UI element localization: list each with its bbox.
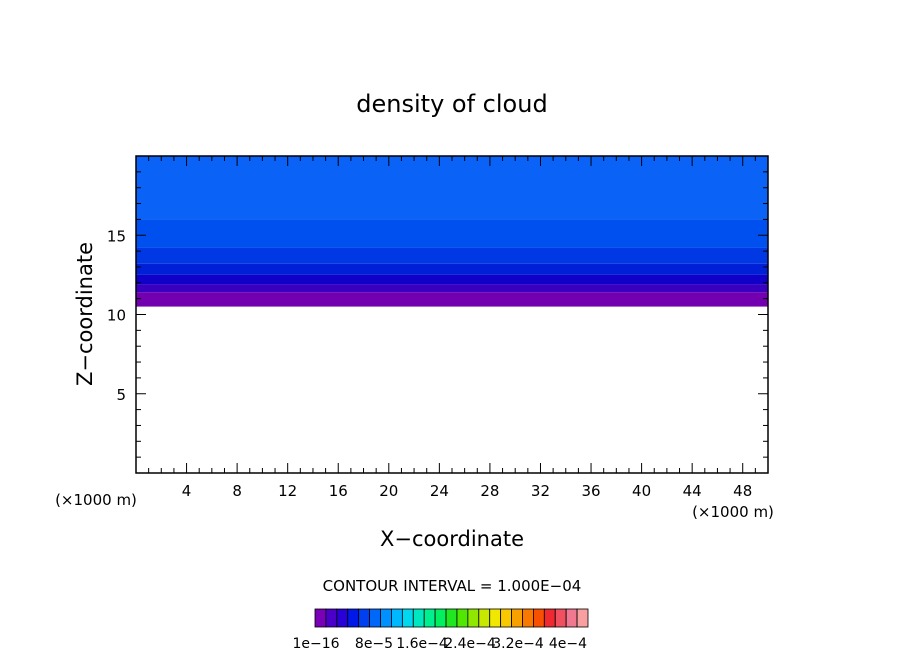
colorbar-label: 3.2e−4 <box>492 636 544 652</box>
x-tick-label: 44 <box>683 482 702 500</box>
colorbar-swatch <box>358 608 370 628</box>
x-tick-label: 36 <box>581 482 600 500</box>
colorbar-swatch <box>478 608 491 628</box>
colorbar-swatch <box>412 608 425 628</box>
colorbar-swatch <box>565 608 578 628</box>
x-tick-label: 12 <box>278 482 297 500</box>
colorbar: 1e−16 8e−5 1.6e−42.4e−43.2e−4 4e−4 <box>292 608 589 652</box>
x-tick-label: 48 <box>733 482 752 500</box>
x-unit-left: (×1000 m) <box>55 491 137 509</box>
x-tick-label: 8 <box>232 482 242 500</box>
contour-bands <box>136 156 768 307</box>
x-axis-label: X−coordinate <box>380 527 524 551</box>
y-tick-label: 5 <box>116 386 126 404</box>
colorbar-label: 2.4e−4 <box>444 636 496 652</box>
x-tick-label: 16 <box>329 482 348 500</box>
colorbar-swatch <box>533 608 545 628</box>
colorbar-label: 4e−4 <box>549 636 587 652</box>
chart-title: density of cloud <box>356 90 547 118</box>
colorbar-swatch <box>554 608 567 628</box>
colorbar-swatch <box>489 608 502 628</box>
x-tick-label: 20 <box>379 482 398 500</box>
contour-band <box>136 156 768 220</box>
y-axis-label: Z−coordinate <box>73 242 97 386</box>
colorbar-label: 1.6e−4 <box>396 636 448 652</box>
colorbar-swatch <box>445 608 458 628</box>
colorbar-swatch <box>434 608 447 628</box>
colorbar-swatch <box>576 608 589 628</box>
contour-band <box>136 219 768 248</box>
contour-band <box>136 292 768 307</box>
x-tick-label: 24 <box>430 482 449 500</box>
colorbar-swatch <box>401 608 414 628</box>
colorbar-swatch <box>511 608 523 628</box>
contour-band <box>136 247 768 264</box>
colorbar-swatch <box>314 608 327 628</box>
colorbar-swatch <box>456 608 469 628</box>
y-tick-label: 15 <box>107 227 126 245</box>
x-tick-label: 32 <box>531 482 550 500</box>
colorbar-swatch <box>380 608 392 628</box>
x-tick-label: 28 <box>480 482 499 500</box>
contour-band <box>136 263 768 275</box>
colorbar-swatch <box>423 608 436 628</box>
colorbar-label: 8e−5 <box>355 636 393 652</box>
colorbar-label: 1e−16 <box>292 636 339 652</box>
x-unit-right: (×1000 m) <box>692 503 774 521</box>
colorbar-swatch <box>543 608 556 628</box>
contour-band <box>136 284 768 293</box>
colorbar-swatch <box>325 608 338 628</box>
colorbar-swatch <box>347 608 360 628</box>
colorbar-swatch <box>391 608 403 628</box>
colorbar-swatch <box>522 608 534 628</box>
contour-band <box>136 274 768 285</box>
y-tick-label: 10 <box>107 307 126 325</box>
contour-interval-label: CONTOUR INTERVAL = 1.000E−04 <box>323 577 582 595</box>
colorbar-swatch <box>467 608 480 628</box>
colorbar-swatch <box>500 608 512 628</box>
x-tick-label: 40 <box>632 482 651 500</box>
colorbar-swatch <box>336 608 349 628</box>
colorbar-swatch <box>369 608 381 628</box>
x-tick-label: 4 <box>182 482 192 500</box>
